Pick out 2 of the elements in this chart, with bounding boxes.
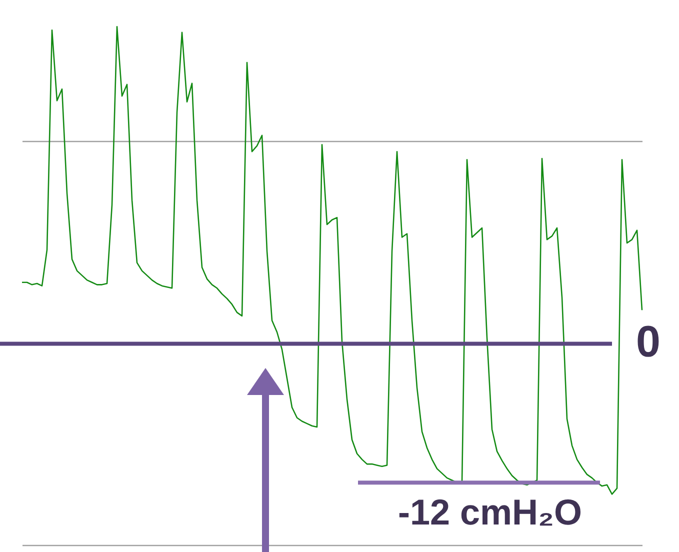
ref-line-label: 0 [636,318,660,367]
ref-line-label: -12 cmH₂O [398,492,582,533]
